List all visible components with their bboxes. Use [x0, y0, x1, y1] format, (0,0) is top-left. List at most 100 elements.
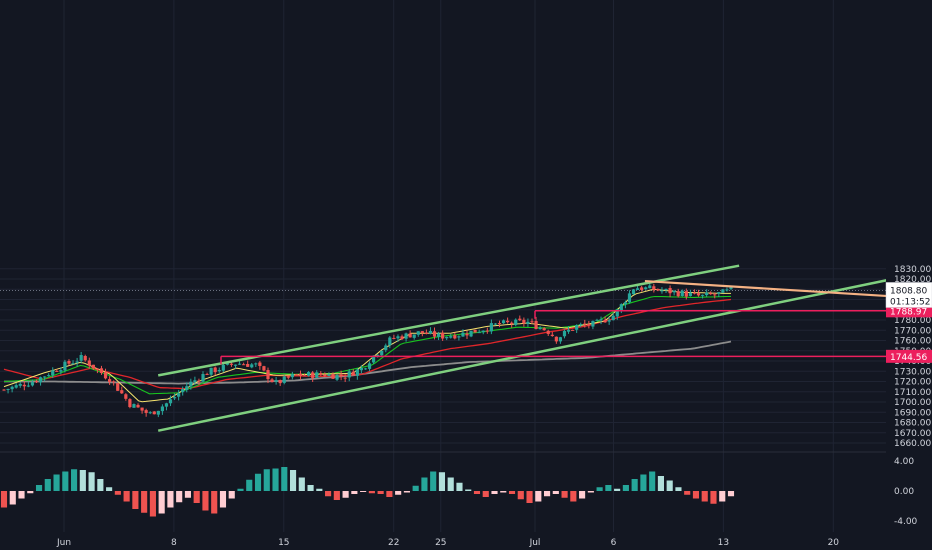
candle-body: [71, 363, 75, 365]
candle-body: [95, 368, 100, 370]
candle-body: [530, 321, 534, 323]
current-price-badge: [885, 282, 932, 308]
histogram-bar: [666, 480, 673, 491]
candle-body: [168, 399, 173, 404]
histogram-bar: [88, 472, 95, 491]
histogram-bar: [710, 491, 717, 504]
candle-body: [676, 291, 680, 297]
histogram-bar: [298, 477, 305, 491]
candle-body: [587, 323, 591, 326]
histogram-bar: [482, 491, 489, 497]
histogram-bar: [176, 491, 183, 503]
candle-body: [2, 389, 6, 391]
candle-body: [262, 366, 266, 371]
price-tick-label: 1760.00: [894, 337, 931, 347]
candle-body: [692, 292, 697, 294]
candle-body: [156, 410, 160, 415]
histogram-bar: [491, 491, 498, 494]
price-tick-label: 1720.00: [894, 378, 931, 388]
histogram-bar: [587, 491, 594, 493]
candle-body: [611, 315, 615, 321]
candle-body: [721, 289, 725, 293]
candle-body: [290, 374, 294, 378]
candle-body: [538, 327, 542, 330]
candle-body: [542, 328, 546, 331]
candle-body: [428, 330, 433, 334]
histogram-bar: [360, 491, 367, 492]
histogram-bar: [570, 491, 577, 502]
candle-body: [75, 361, 79, 363]
candle-body: [363, 368, 368, 370]
candle-body: [404, 333, 408, 339]
candle-body: [575, 325, 579, 330]
candle-body: [656, 289, 660, 291]
candle-body: [648, 285, 652, 289]
candle-body: [420, 331, 424, 334]
histogram-bar: [692, 491, 700, 499]
candle-body: [436, 333, 441, 337]
candle-body: [510, 322, 514, 324]
histogram-bar: [456, 482, 463, 491]
candle-body: [254, 363, 258, 365]
histogram-bar: [27, 491, 34, 494]
price-axis[interactable]: 1660.001670.001680.001690.001700.001710.…: [885, 0, 932, 550]
candle-body: [172, 397, 177, 399]
time-axis[interactable]: Jun 8 15 22 25 Jul 6 13 20: [0, 532, 932, 550]
candle-body: [700, 294, 705, 296]
candle-body: [627, 293, 632, 303]
candle-body: [311, 372, 315, 378]
candle-body: [684, 291, 688, 297]
histogram-bar: [79, 470, 86, 491]
candle-body: [181, 389, 185, 393]
candles: [2, 282, 733, 418]
osc-tick-label: 0.00: [894, 487, 914, 497]
candle-body: [522, 319, 526, 324]
candle-body: [103, 372, 108, 379]
candle-body: [160, 406, 164, 412]
candle-body: [518, 318, 522, 321]
current-price-label: 1808.80: [890, 286, 927, 296]
price-level-label: 1744.56: [890, 353, 927, 363]
candle-body: [302, 375, 307, 377]
candle-body: [47, 375, 51, 377]
histogram-bar: [289, 470, 297, 491]
candle-body: [152, 411, 156, 415]
candle-body: [38, 377, 43, 383]
candle-body: [680, 290, 684, 297]
candle-body: [380, 350, 384, 356]
price-tick-label: 1690.00: [894, 408, 931, 418]
candle-body: [112, 381, 116, 383]
candle-body: [623, 302, 628, 305]
histogram-bar: [228, 491, 235, 499]
histogram-bar: [246, 479, 253, 491]
candle-body: [124, 394, 128, 399]
candle-body: [514, 319, 518, 325]
histogram-bar: [44, 479, 51, 491]
candle-body: [603, 319, 607, 323]
histogram-bar: [535, 491, 542, 502]
candle-body: [282, 376, 286, 383]
histogram-bar: [412, 485, 419, 491]
price-tick-label: 1680.00: [894, 419, 931, 429]
candle-body: [688, 292, 692, 297]
candle-body: [416, 331, 420, 335]
candle-body: [672, 290, 676, 293]
candle-body: [351, 371, 355, 376]
candle-body: [432, 331, 437, 337]
histogram-bar: [53, 474, 60, 491]
candle-body: [359, 368, 364, 371]
candle-body: [6, 388, 10, 390]
price-tick-label: 1710.00: [894, 388, 931, 398]
histogram-bar: [675, 487, 682, 491]
price-tick-label: 1700.00: [894, 398, 931, 408]
histogram-bar: [727, 491, 735, 497]
candle-body: [640, 287, 644, 290]
candle-body: [213, 367, 217, 373]
candle-body: [242, 364, 246, 366]
histogram-bar: [0, 491, 8, 508]
candle-body: [177, 393, 181, 397]
candle-body: [396, 336, 400, 339]
histogram-bar: [517, 491, 524, 500]
candle-body: [331, 374, 335, 379]
